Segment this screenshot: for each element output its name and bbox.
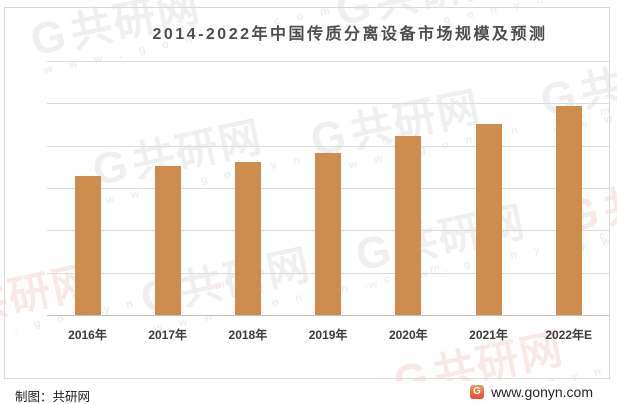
x-axis-line: [47, 315, 609, 316]
footer-bar: 制图：共研网 G www.gonyn.com: [0, 381, 617, 404]
x-axis-label: 2022年E: [545, 328, 593, 342]
bar-2019年: [315, 152, 342, 315]
plot-area: 2016年 2017年 2018年 2019年 2020年 2021年 2022年E: [47, 61, 609, 342]
x-axis-label: 2020年: [388, 328, 428, 342]
chart-title: 2014-2022年中国传质分离设备市场规模及预测: [152, 26, 548, 43]
bar-2018年: [234, 162, 261, 315]
bar-2017年: [154, 166, 181, 315]
bar-2021年: [475, 124, 502, 315]
gridline: [47, 103, 609, 105]
gridline: [47, 145, 609, 147]
x-axis-label: 2017年: [148, 328, 188, 342]
bar-2022年E: [555, 105, 582, 315]
x-axis-label: 2016年: [68, 328, 107, 342]
footer-brand-group: G www.gonyn.com: [470, 384, 593, 400]
gridline: [47, 61, 609, 62]
footer-credit: 制图：共研网: [15, 390, 91, 404]
footer-site-url: www.gonyn.com: [491, 384, 593, 400]
gonyn-logo-icon: G: [470, 385, 485, 399]
bar-2016年: [74, 175, 101, 315]
x-axis-label: 2019年: [308, 328, 348, 342]
x-axis-label: 2021年: [469, 328, 508, 342]
watermark-logo-glyph: G: [26, 9, 73, 66]
bar-2020年: [395, 136, 422, 315]
x-axis-label: 2018年: [228, 328, 268, 342]
